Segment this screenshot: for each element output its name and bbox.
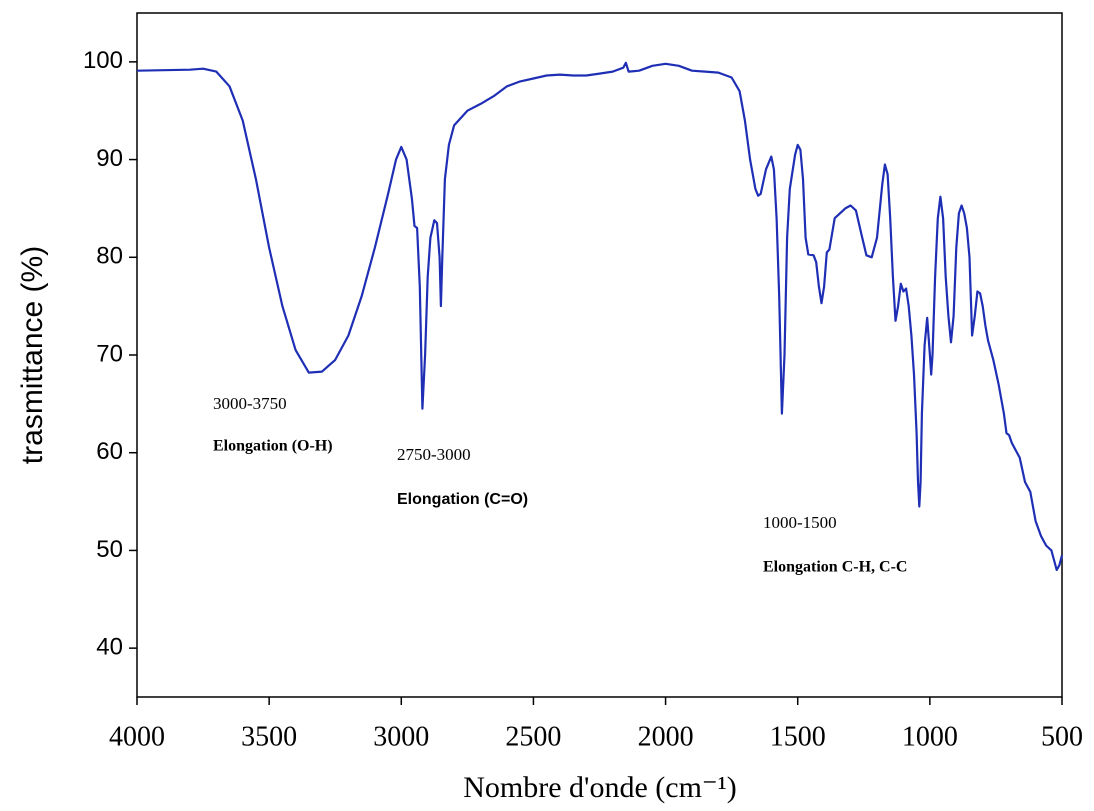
annotation: Elongation C-H, C-C — [763, 559, 907, 576]
spectrum-line — [136, 61, 1064, 572]
x-tick-label: 4000 — [109, 721, 165, 752]
y-tick-label: 100 — [83, 47, 123, 74]
annotation: 2750-3000 — [397, 445, 471, 464]
annotation: 3000-3750 — [213, 394, 287, 413]
x-tick-label: 3500 — [241, 721, 297, 752]
x-tick-label: 1500 — [770, 721, 826, 752]
y-tick-label: 70 — [96, 340, 123, 367]
x-tick-label: 500 — [1041, 721, 1083, 752]
y-tick-label: 40 — [96, 633, 123, 660]
annotation: 1000-1500 — [763, 513, 837, 532]
y-tick-label: 50 — [96, 536, 123, 563]
y-tick-label: 60 — [96, 438, 123, 465]
x-tick-label: 2500 — [505, 721, 561, 752]
annotation: Elongation (O-H) — [213, 438, 333, 455]
y-tick-label: 80 — [96, 243, 123, 270]
y-axis-label: trasmittance (%) — [16, 246, 49, 464]
annotation: Elongation (C=O) — [397, 491, 528, 508]
x-axis-label: Nombre d'onde (cm⁻¹) — [463, 771, 737, 804]
x-tick-label: 3000 — [373, 721, 429, 752]
x-tick-label: 1000 — [902, 721, 958, 752]
x-tick-label: 2000 — [638, 721, 694, 752]
y-tick-label: 90 — [96, 145, 123, 172]
